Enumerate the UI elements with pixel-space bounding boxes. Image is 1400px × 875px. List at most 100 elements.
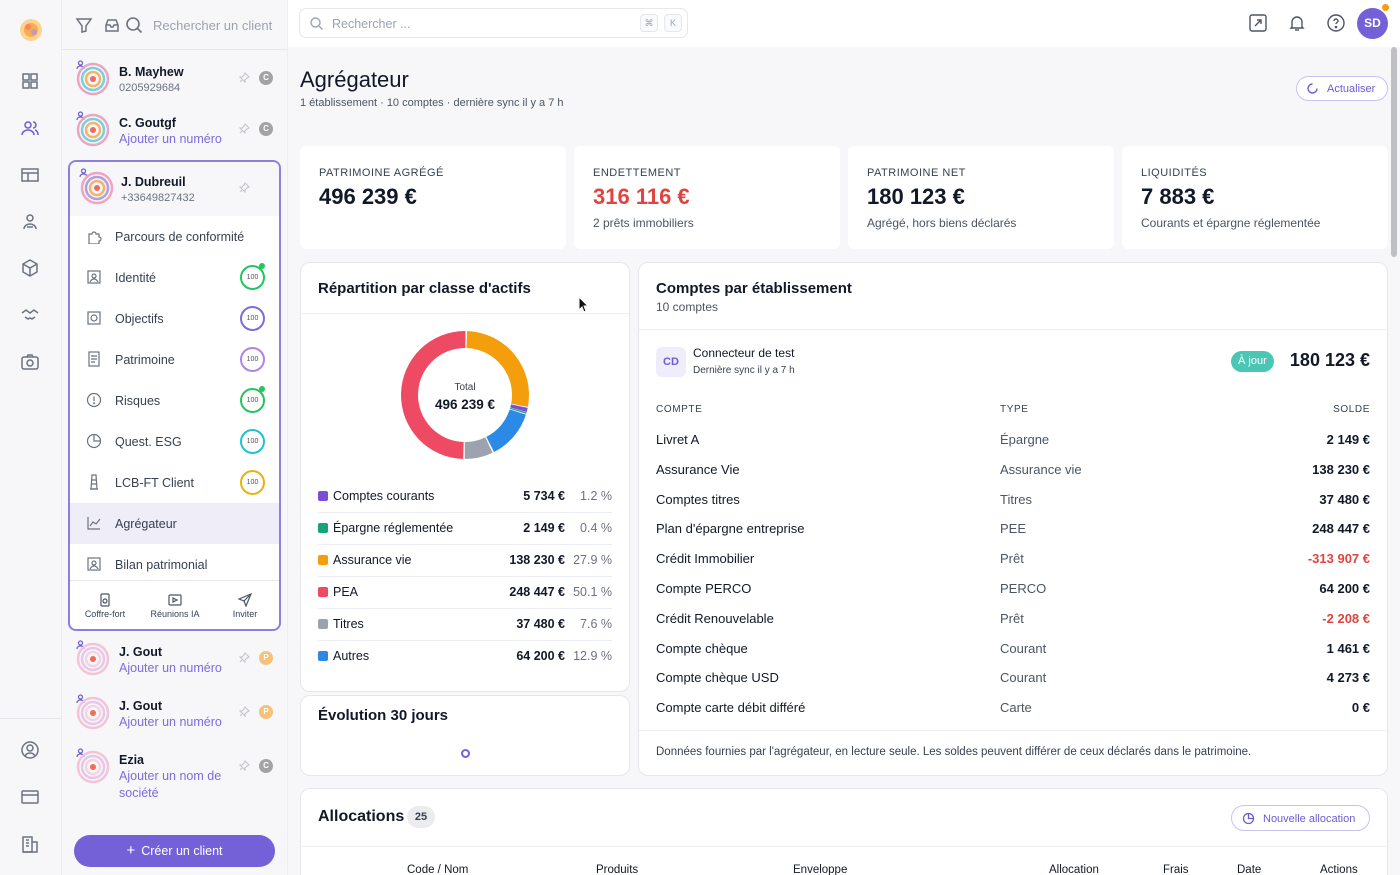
- pin-icon[interactable]: [239, 72, 250, 83]
- archive-icon[interactable]: [103, 16, 121, 34]
- filter-icon[interactable]: [75, 16, 93, 34]
- table-row[interactable]: Crédit Renouvelable Prêt -2 208 €: [656, 605, 1370, 635]
- meetings-button[interactable]: Réunions IA: [142, 593, 208, 619]
- plus-icon: +: [126, 842, 136, 859]
- allocations-col-header[interactable]: Allocation: [1049, 864, 1099, 875]
- pin-icon[interactable]: [239, 706, 250, 717]
- client-search-input[interactable]: Rechercher un client: [153, 18, 273, 33]
- user-circle-icon[interactable]: [20, 740, 42, 762]
- invite-button[interactable]: Inviter: [212, 593, 278, 619]
- client-sub[interactable]: Ajouter un numéro: [119, 661, 222, 675]
- allocations-col-header[interactable]: Frais: [1163, 864, 1189, 875]
- table-icon[interactable]: [20, 165, 42, 187]
- client-list-item[interactable]: B. Mayhew 0205929684 C: [62, 54, 287, 108]
- client-menu-item[interactable]: Parcours de conformité: [70, 216, 279, 257]
- selected-client-header[interactable]: J. Dubreuil +33649827432: [70, 162, 279, 216]
- client-sub-2[interactable]: société: [119, 786, 159, 800]
- client-sub[interactable]: Ajouter un nom de: [119, 769, 222, 783]
- client-menu-item[interactable]: Quest. ESG 100: [70, 421, 279, 462]
- vault-button[interactable]: Coffre-fort: [72, 593, 138, 619]
- client-menu-label: Patrimoine: [115, 353, 175, 367]
- client-menu-item[interactable]: Agrégateur: [70, 503, 279, 544]
- client-avatar: [76, 750, 110, 784]
- pin-icon[interactable]: [239, 182, 250, 193]
- notification-dot: [1382, 4, 1389, 11]
- table-row[interactable]: Assurance Vie Assurance vie 138 230 €: [656, 456, 1370, 486]
- table-row[interactable]: Plan d'épargne entreprise PEE 248 447 €: [656, 515, 1370, 545]
- client-menu-item[interactable]: Objectifs 100: [70, 298, 279, 339]
- donut-slice-comptes-courants[interactable]: [510, 404, 528, 413]
- global-search[interactable]: Rechercher ... ⌘ K: [299, 8, 688, 38]
- pin-icon[interactable]: [239, 760, 250, 771]
- account-name: Livret A: [656, 432, 700, 447]
- legend-swatch: [318, 619, 328, 629]
- client-menu-item[interactable]: LCB-FT Client 100: [70, 462, 279, 503]
- refresh-button[interactable]: Actualiser: [1296, 76, 1388, 101]
- table-row[interactable]: Crédit Immobilier Prêt -313 907 €: [656, 545, 1370, 575]
- table-row[interactable]: Compte carte débit différé Carte 0 €: [656, 694, 1370, 724]
- table-row[interactable]: Compte PERCO PERCO 64 200 €: [656, 575, 1370, 605]
- create-client-button[interactable]: + Créer un client: [74, 835, 275, 867]
- user-avatar[interactable]: SD: [1357, 4, 1389, 39]
- account-name: Plan d'épargne entreprise: [656, 521, 805, 537]
- pin-icon[interactable]: [239, 123, 250, 134]
- accounts-count: 10 comptes: [656, 300, 719, 314]
- camera-icon[interactable]: [20, 352, 42, 374]
- allocations-col-header[interactable]: Enveloppe: [793, 864, 848, 875]
- legend-label: Comptes courants: [333, 489, 435, 503]
- scrollbar[interactable]: [1391, 47, 1397, 257]
- client-list-item[interactable]: J. Gout Ajouter un numéro P: [62, 634, 287, 688]
- client-menu-item[interactable]: Risques 100: [70, 380, 279, 421]
- legend-value: 37 480 €: [516, 617, 565, 631]
- score-badge: 100: [240, 265, 265, 290]
- table-row[interactable]: Comptes titres Titres 37 480 €: [656, 486, 1370, 516]
- advisor-icon[interactable]: [20, 212, 42, 234]
- clients-icon[interactable]: [20, 118, 42, 140]
- help-icon[interactable]: [1327, 14, 1345, 32]
- donut-slice-autres[interactable]: [486, 409, 526, 453]
- client-menu-item[interactable]: Patrimoine 100: [70, 339, 279, 380]
- allocations-col-header[interactable]: Produits: [596, 864, 639, 875]
- table-row[interactable]: Compte chèque USD Courant 4 273 €: [656, 664, 1370, 694]
- card-icon[interactable]: [20, 787, 42, 809]
- allocations-col-header[interactable]: Date: [1237, 864, 1262, 875]
- kpi-sub: Agrégé, hors biens déclarés: [867, 216, 1017, 230]
- allocations-col-header[interactable]: Actions: [1320, 864, 1358, 875]
- cursor-icon: [578, 296, 590, 313]
- global-search-input[interactable]: Rechercher ...: [332, 17, 411, 31]
- donut-slice-assurance-vie[interactable]: [466, 331, 529, 407]
- dashboard-icon[interactable]: [20, 71, 42, 93]
- kpi-sub: Courants et épargne réglementée: [1141, 216, 1321, 230]
- client-menu-item[interactable]: Bilan patrimonial: [70, 544, 279, 585]
- building-icon[interactable]: [20, 834, 42, 856]
- legend-percent: 27.9 %: [573, 553, 612, 567]
- table-row[interactable]: Livret A Épargne 2 149 €: [656, 426, 1370, 456]
- client-list-item[interactable]: J. Gout Ajouter un numéro P: [62, 688, 287, 742]
- page-title: Agrégateur: [300, 67, 409, 92]
- box-icon[interactable]: [20, 258, 42, 280]
- client-menu-label: LCB-FT Client: [115, 476, 194, 490]
- search-icon[interactable]: [125, 16, 143, 34]
- pin-icon[interactable]: [239, 652, 250, 663]
- account-type: Carte: [1000, 700, 1032, 716]
- donut-slice-pea[interactable]: [401, 331, 466, 459]
- asset-allocation-card: Répartition par classe d'actifs Total 49…: [300, 262, 630, 692]
- kpi-value: 496 239 €: [319, 184, 417, 209]
- expand-icon[interactable]: [1249, 14, 1267, 32]
- refresh-label: Actualiser: [1327, 83, 1376, 95]
- handshake-icon[interactable]: [20, 305, 42, 327]
- new-allocation-button[interactable]: Nouvelle allocation: [1231, 805, 1370, 831]
- client-list-item[interactable]: C. Goutgf Ajouter un numéro C: [62, 105, 287, 159]
- donut-slice--pargne-r-glement-e[interactable]: [509, 407, 527, 414]
- client-type-badge: P: [259, 651, 273, 665]
- bell-icon[interactable]: [1288, 14, 1306, 32]
- client-menu-item[interactable]: Identité 100: [70, 257, 279, 298]
- donut-slice-titres[interactable]: [464, 437, 493, 459]
- app-logo[interactable]: [17, 16, 45, 44]
- table-row[interactable]: Compte chèque Courant 1 461 €: [656, 635, 1370, 665]
- client-sub[interactable]: Ajouter un numéro: [119, 132, 222, 146]
- client-sub[interactable]: Ajouter un numéro: [119, 715, 222, 729]
- client-list-item[interactable]: Ezia Ajouter un nom de société C: [62, 742, 287, 800]
- allocations-col-header[interactable]: Code / Nom: [407, 864, 469, 875]
- client-menu-label: Risques: [115, 394, 161, 408]
